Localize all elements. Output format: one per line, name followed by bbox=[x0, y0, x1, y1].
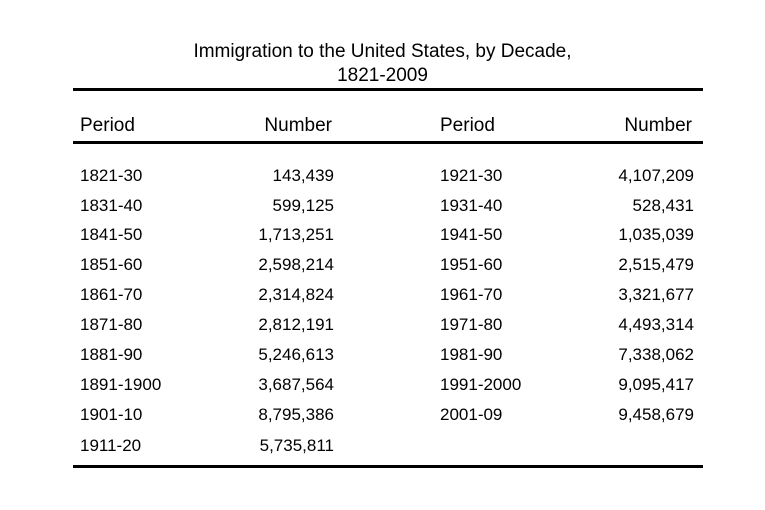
period-cell: 1941-50 bbox=[440, 225, 503, 244]
period-cell: 2001-09 bbox=[440, 405, 503, 424]
period-cell: 1901-10 bbox=[80, 405, 143, 424]
period-cell: 1851-60 bbox=[80, 255, 143, 274]
chart-title-line-1: Immigration to the United States, by Dec… bbox=[193, 41, 572, 62]
number-cell: 3,321,677 bbox=[618, 285, 694, 304]
header-number-left: Number bbox=[264, 115, 332, 136]
number-cell: 8,795,386 bbox=[258, 405, 334, 424]
period-cell: 1821-30 bbox=[80, 166, 143, 185]
period-cell: 1911-20 bbox=[80, 436, 142, 455]
number-cell: 4,493,314 bbox=[618, 315, 694, 334]
period-cell: 1871-80 bbox=[80, 315, 143, 334]
period-cell: 1931-40 bbox=[440, 196, 503, 215]
header-period-left: Period bbox=[80, 115, 135, 136]
period-cell: 1921-30 bbox=[440, 166, 503, 185]
period-cell: 1991-2000 bbox=[440, 375, 522, 394]
number-cell: 2,812,191 bbox=[258, 315, 334, 334]
number-cell: 2,598,214 bbox=[258, 255, 334, 274]
period-cell: 1951-60 bbox=[440, 255, 503, 274]
period-cell: 1881-90 bbox=[80, 345, 143, 364]
period-cell: 1971-80 bbox=[440, 315, 503, 334]
period-cell: 1891-1900 bbox=[80, 375, 162, 394]
number-cell: 5,246,613 bbox=[258, 345, 334, 364]
chart-title-line-2: 1821-2009 bbox=[337, 65, 428, 86]
number-cell: 5,735,811 bbox=[259, 436, 334, 455]
period-cell: 1841-50 bbox=[80, 225, 143, 244]
number-cell: 9,095,417 bbox=[618, 375, 694, 394]
number-cell: 599,125 bbox=[272, 196, 334, 215]
period-cell: 1831-40 bbox=[80, 196, 143, 215]
number-cell: 4,107,209 bbox=[618, 166, 694, 185]
header-rule bbox=[73, 141, 703, 144]
number-cell: 143,439 bbox=[272, 166, 334, 185]
header-period-right: Period bbox=[440, 115, 495, 136]
number-cell: 9,458,679 bbox=[618, 405, 694, 424]
period-cell: 1961-70 bbox=[440, 285, 503, 304]
number-cell: 1,035,039 bbox=[618, 225, 694, 244]
period-cell: 1981-90 bbox=[440, 345, 503, 364]
number-cell: 528,431 bbox=[632, 196, 694, 215]
number-cell: 7,338,062 bbox=[618, 345, 694, 364]
number-cell: 3,687,564 bbox=[258, 375, 334, 394]
header-number-right: Number bbox=[624, 115, 692, 136]
bottom-rule bbox=[73, 465, 703, 468]
top-rule bbox=[73, 88, 703, 91]
number-cell: 2,314,824 bbox=[258, 285, 334, 304]
number-cell: 1,713,251 bbox=[258, 225, 334, 244]
number-cell: 2,515,479 bbox=[618, 255, 694, 274]
period-cell: 1861-70 bbox=[80, 285, 143, 304]
